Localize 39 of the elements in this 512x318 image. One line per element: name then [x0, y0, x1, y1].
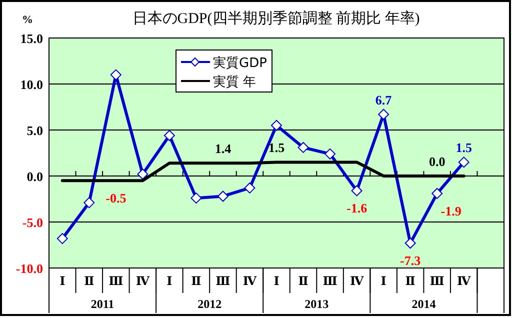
- y-tick-label: 5.0: [26, 123, 43, 138]
- data-label: 0.0: [428, 154, 446, 169]
- text: 2011: [90, 297, 114, 311]
- x-tick-label: Ⅱ: [405, 274, 416, 288]
- x-tick-label: Ⅰ: [60, 274, 66, 288]
- x-tick-label: Ⅳ: [457, 274, 472, 288]
- chart-title: 日本のGDP(四半期別季節調整 前期比 年率): [132, 10, 420, 27]
- y-tick-label: -5.0: [22, 215, 43, 230]
- x-tick-label: Ⅳ: [242, 274, 257, 288]
- x-tick-label: Ⅳ: [136, 274, 150, 288]
- text: 2012: [198, 297, 222, 311]
- x-tick-label: Ⅱ: [84, 274, 94, 288]
- data-label: 1.4: [214, 141, 232, 156]
- x-tick-label: Ⅲ: [108, 274, 124, 288]
- legend-label: 実質 年: [213, 74, 256, 90]
- text: 2014: [412, 297, 436, 311]
- x-tick-label: Ⅰ: [274, 274, 280, 288]
- x-tick-label: Ⅳ: [350, 274, 364, 288]
- y-axis-title: %: [22, 14, 33, 26]
- data-label: -1.9: [440, 203, 462, 218]
- data-label: 1.5: [268, 140, 286, 156]
- data-label: -0.5: [106, 190, 127, 206]
- text: 2013: [304, 297, 329, 311]
- y-tick-label: -10.0: [16, 261, 43, 276]
- data-label: -1.6: [346, 200, 368, 216]
- x-tick-label: Ⅲ: [216, 274, 231, 288]
- x-tick-label: Ⅰ: [166, 274, 173, 288]
- y-tick-label: 10.0: [20, 77, 43, 92]
- y-tick-label: 15.0: [20, 31, 43, 46]
- x-tick-label: Ⅰ: [380, 274, 387, 288]
- y-tick-label: 0.0: [26, 169, 43, 184]
- x-tick-label: Ⅲ: [430, 274, 445, 288]
- legend-label: 実質GDP: [213, 55, 268, 71]
- x-tick-label: Ⅲ: [322, 274, 338, 288]
- data-label: 6.7: [375, 92, 392, 108]
- x-tick-label: Ⅱ: [191, 274, 202, 288]
- x-tick-label: Ⅱ: [298, 274, 308, 288]
- data-label: 1.5: [456, 140, 472, 156]
- data-label: -7.3: [400, 253, 422, 268]
